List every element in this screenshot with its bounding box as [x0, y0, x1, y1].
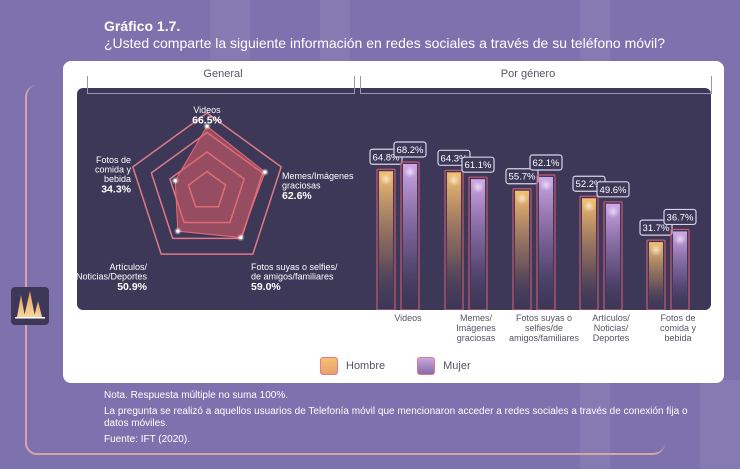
radar-category-label: Artículos/Noticias/Deportes	[77, 262, 147, 282]
bar-category-label: Memes/Imágenes graciosas	[431, 313, 521, 343]
bar-value-box	[596, 181, 630, 198]
chart-peaks-icon	[11, 287, 49, 325]
bar-glow	[448, 174, 460, 187]
radar-point	[239, 235, 243, 240]
bar-category-label: Fotos suyas o selfies/de amigos/familiares	[499, 313, 589, 343]
general-bracket	[87, 76, 355, 94]
bar-value-label: 49.6%	[600, 185, 627, 196]
radar-category-label: Videos	[193, 105, 221, 115]
background-block	[210, 0, 250, 60]
bar-value-box	[505, 168, 539, 185]
chart-panel: Videos 66.5% Memes/Imágenes graciosas 62.6% F…	[76, 88, 711, 311]
legend-swatch-hombre	[320, 357, 338, 375]
question-note: La pregunta se realizó a aquellos usuari…	[104, 406, 688, 429]
bar-mujer	[539, 177, 553, 310]
bar-chart: 64.8% 64.3% 55.7% 52.2% 31.7% 68.2% 61.1% 62.1%…	[369, 141, 697, 311]
bar-glow	[607, 205, 619, 218]
bar-value-box	[529, 154, 563, 171]
radar-point	[205, 124, 209, 128]
bar-category-label-line: selfies/de	[524, 323, 564, 333]
bar-value-box	[663, 208, 697, 226]
bar-mujer	[606, 203, 620, 310]
radar-category-label: Memes/Imágenes graciosas	[282, 171, 354, 191]
bar-hombre	[515, 190, 529, 310]
radar-grid-ring	[131, 112, 283, 255]
bar-glow	[650, 244, 662, 257]
bar-category-label-line: Imágenes	[456, 323, 496, 333]
radar-point	[263, 170, 267, 174]
decorative-frame-line	[25, 85, 665, 455]
bar-category-label-line: Artículos/	[592, 313, 630, 323]
bar-category-label-line: Fotos suyas o	[515, 313, 573, 323]
bar-value-label: 64.3%	[441, 153, 468, 164]
bar-hombre	[379, 171, 393, 310]
chart-title: ¿Usted comparte la siguiente información…	[104, 35, 666, 51]
chart-header: Gráfico 1.7. ¿Usted comparte la siguient…	[104, 18, 665, 52]
bar-mujer	[403, 163, 417, 310]
radar-value-label: 34.3%	[101, 184, 131, 196]
bar-category-label: Artículos/Noticias/Deportes	[566, 313, 656, 343]
bar-glow	[380, 173, 392, 186]
notes: Nota. Respuesta múltiple no suma 100%. L…	[104, 390, 704, 450]
bar-value-label: 68.2%	[397, 145, 424, 156]
bar-value-label: 52.2%	[576, 179, 603, 190]
radar-point	[173, 179, 177, 183]
bar-mujer	[471, 179, 485, 310]
radar-category-label: Fotos suyas o selfies/de amigos/familiar…	[251, 262, 338, 282]
bar-value-label: 31.7%	[643, 223, 670, 234]
legend-label-mujer: Mujer	[443, 360, 471, 372]
bar-value-box	[393, 141, 427, 158]
radar-value-label: 66.5%	[192, 115, 222, 127]
bar-value-label: 55.7%	[509, 172, 536, 183]
bar-glow	[472, 181, 484, 194]
background-block	[700, 380, 740, 469]
bar-glow	[404, 165, 416, 178]
legend-label-hombre: Hombre	[346, 360, 386, 372]
radar-value-area	[174, 125, 266, 239]
bar-category-label-line: bebida	[664, 333, 692, 343]
radar-value-label: 59.0%	[251, 281, 281, 293]
bar-value-label: 64.8%	[373, 152, 400, 163]
chart-card: General Por género Videos 66	[63, 61, 724, 383]
section-label-gender: Por género	[500, 68, 556, 80]
section-label-general: General	[203, 68, 243, 80]
legend: Hombre Mujer	[320, 357, 471, 375]
bar-value-label: 36.7%	[667, 212, 694, 223]
bar-value-label: 62.1%	[533, 158, 560, 169]
bar-mujer	[673, 231, 687, 310]
bar-category-label: Videos	[363, 313, 453, 323]
bar-category-label: Fotos de comida y bebida	[633, 313, 723, 343]
bar-category-label-line: Deportes	[592, 333, 630, 343]
bar-category-label-line: Memes/	[459, 313, 492, 323]
bar-category-label-line: Noticias/	[593, 323, 629, 333]
bar-category-label-line: Fotos de	[660, 313, 696, 323]
radar-point	[176, 229, 180, 233]
bar-value-box	[461, 156, 495, 173]
radar-value-label: 62.6%	[282, 190, 312, 202]
radar-value-label: 50.9%	[117, 281, 147, 293]
bar-hombre	[447, 172, 461, 310]
bar-value-label: 61.1%	[465, 160, 492, 171]
bar-category-label-line: comida y	[659, 323, 696, 333]
radar-category-label: Fotos de comida y bebida	[95, 155, 132, 184]
note-text: Nota. Respuesta múltiple no suma 100%.	[104, 390, 288, 401]
figure-number: Gráfico 1.7.	[104, 18, 181, 34]
source-text: Fuente: IFT (2020).	[104, 434, 190, 445]
bar-hombre	[649, 242, 663, 310]
bar-category-label-line: Videos	[394, 313, 422, 323]
bar-category-label-line: amigos/familiares	[508, 333, 580, 343]
bar-glow	[674, 233, 686, 246]
gender-bracket	[360, 76, 712, 94]
bar-category-label-line: graciosas	[456, 333, 496, 343]
bar-glow	[516, 192, 528, 205]
bar-glow	[540, 179, 552, 192]
bar-hombre	[582, 198, 596, 310]
bar-glow	[583, 200, 595, 213]
legend-swatch-mujer	[417, 357, 436, 375]
